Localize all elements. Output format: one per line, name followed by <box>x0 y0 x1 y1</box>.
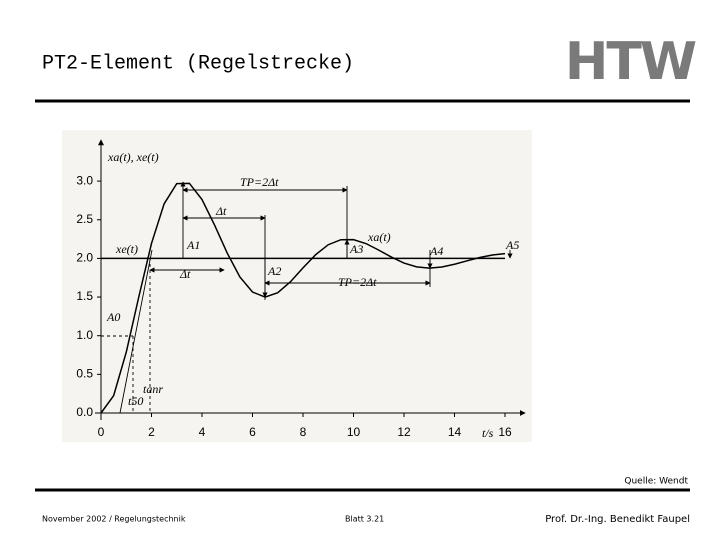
x-tick-label: 0 <box>98 425 105 439</box>
chart-background <box>62 130 532 442</box>
y-tick-label: 3.0 <box>76 173 93 187</box>
annotation: xa(t) <box>367 230 391 244</box>
x-tick-label: 4 <box>199 425 206 439</box>
x-tick-label: 2 <box>148 425 155 439</box>
y-tick-label: 0.5 <box>76 367 93 381</box>
annotation: Δt <box>215 204 227 218</box>
series-line <box>100 182 506 414</box>
footer-page: Blatt 3.21 <box>345 515 384 524</box>
slide-title: PT2-Element (Regelstrecke) <box>42 52 354 75</box>
footer-date: November 2002 / Regelungstechnik <box>42 515 186 524</box>
logo: HTW <box>565 32 696 92</box>
annotation: A4 <box>429 244 443 258</box>
x-tick-label: 10 <box>347 425 361 439</box>
x-tick-label: 6 <box>249 425 256 439</box>
annotation: A1 <box>186 238 200 252</box>
footer-author: Prof. Dr.-Ing. Benedikt Faupel <box>545 514 690 525</box>
annotation: t50 <box>128 394 143 408</box>
x-tick-label: 12 <box>397 425 411 439</box>
y-axis-label: xa(t), xe(t) <box>107 150 159 164</box>
annotation-lines <box>101 181 513 414</box>
x-tick-label: 14 <box>448 425 462 439</box>
x-tick-label: 16 <box>498 425 512 439</box>
annotation: TP=2Δt <box>338 275 377 289</box>
annotation: A0 <box>106 310 120 324</box>
annotation: A2 <box>267 264 281 278</box>
y-tick-label: 0.0 <box>76 405 93 419</box>
plot: 0.0 0.5 1.0 1.5 2.0 2.5 3.0 0 2 4 6 8 10 12 14 16 <box>76 173 512 439</box>
source: Quelle: Wendt <box>624 477 688 487</box>
annotation: tanr <box>143 382 163 396</box>
annotation: xe(t) <box>115 242 138 256</box>
y-tick-label: 2.5 <box>76 212 93 226</box>
x-axis-label: t/s <box>482 426 494 440</box>
annotations: xa(t), xe(t) t/s TP=2Δt Δt A1 Δt A2 xe(t… <box>106 150 519 440</box>
annotation: A3 <box>349 242 363 256</box>
y-tick-label: 1.5 <box>76 289 93 303</box>
annotation: A5 <box>505 238 519 252</box>
annotation: TP=2Δt <box>240 175 279 189</box>
y-tick-label: 2.0 <box>76 251 93 265</box>
x-tick-label: 8 <box>300 425 307 439</box>
annotation: Δt <box>179 267 191 281</box>
y-tick-label: 1.0 <box>76 328 93 342</box>
